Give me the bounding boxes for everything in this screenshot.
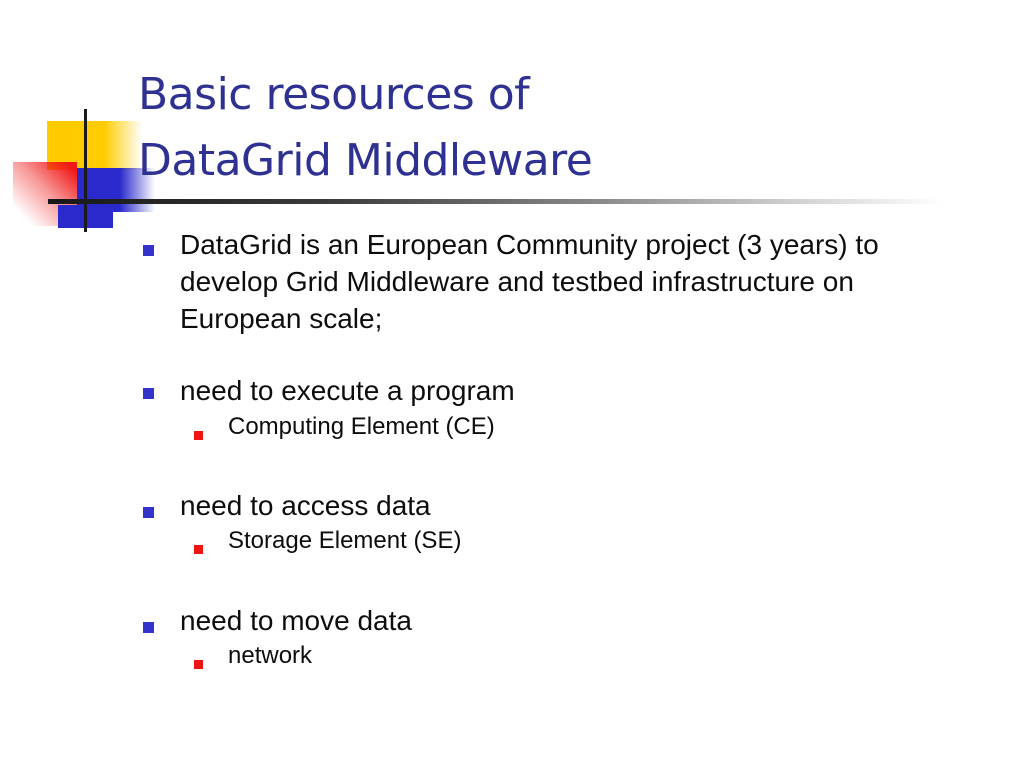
bullet-paragraph-line: DataGrid is an European Community projec…	[180, 229, 879, 260]
sub-bullet-square-icon	[194, 660, 203, 669]
slide-title-line2: DataGrid Middleware	[138, 135, 593, 186]
bullet-item-label: need to access data	[180, 490, 431, 521]
deco-yellow-square	[47, 121, 142, 170]
bullet-square-icon	[143, 507, 154, 518]
bullet-square-icon	[143, 622, 154, 633]
bullet-paragraph-line: European scale;	[180, 303, 383, 334]
sub-bullet-item-label: network	[228, 642, 313, 669]
bullet-item-label: need to move data	[180, 605, 412, 636]
slide-title: Basic resources of DataGrid Middleware	[138, 62, 988, 194]
bullet-paragraph-line: develop Grid Middleware and testbed infr…	[180, 266, 854, 297]
sub-bullet-square-icon	[194, 431, 203, 440]
bullet-item-label: need to execute a program	[180, 375, 515, 406]
title-divider-line	[48, 199, 1000, 204]
sub-bullet-item-label: Computing Element (CE)	[228, 413, 495, 440]
sub-bullet-item-label: Storage Element (SE)	[228, 527, 462, 554]
bullet-square-icon	[143, 245, 154, 256]
slide-title-line1: Basic resources of	[138, 69, 530, 120]
bullet-square-icon	[143, 388, 154, 399]
deco-blue-square	[77, 168, 155, 212]
sub-bullet-square-icon	[194, 545, 203, 554]
deco-vertical-line	[84, 109, 87, 232]
